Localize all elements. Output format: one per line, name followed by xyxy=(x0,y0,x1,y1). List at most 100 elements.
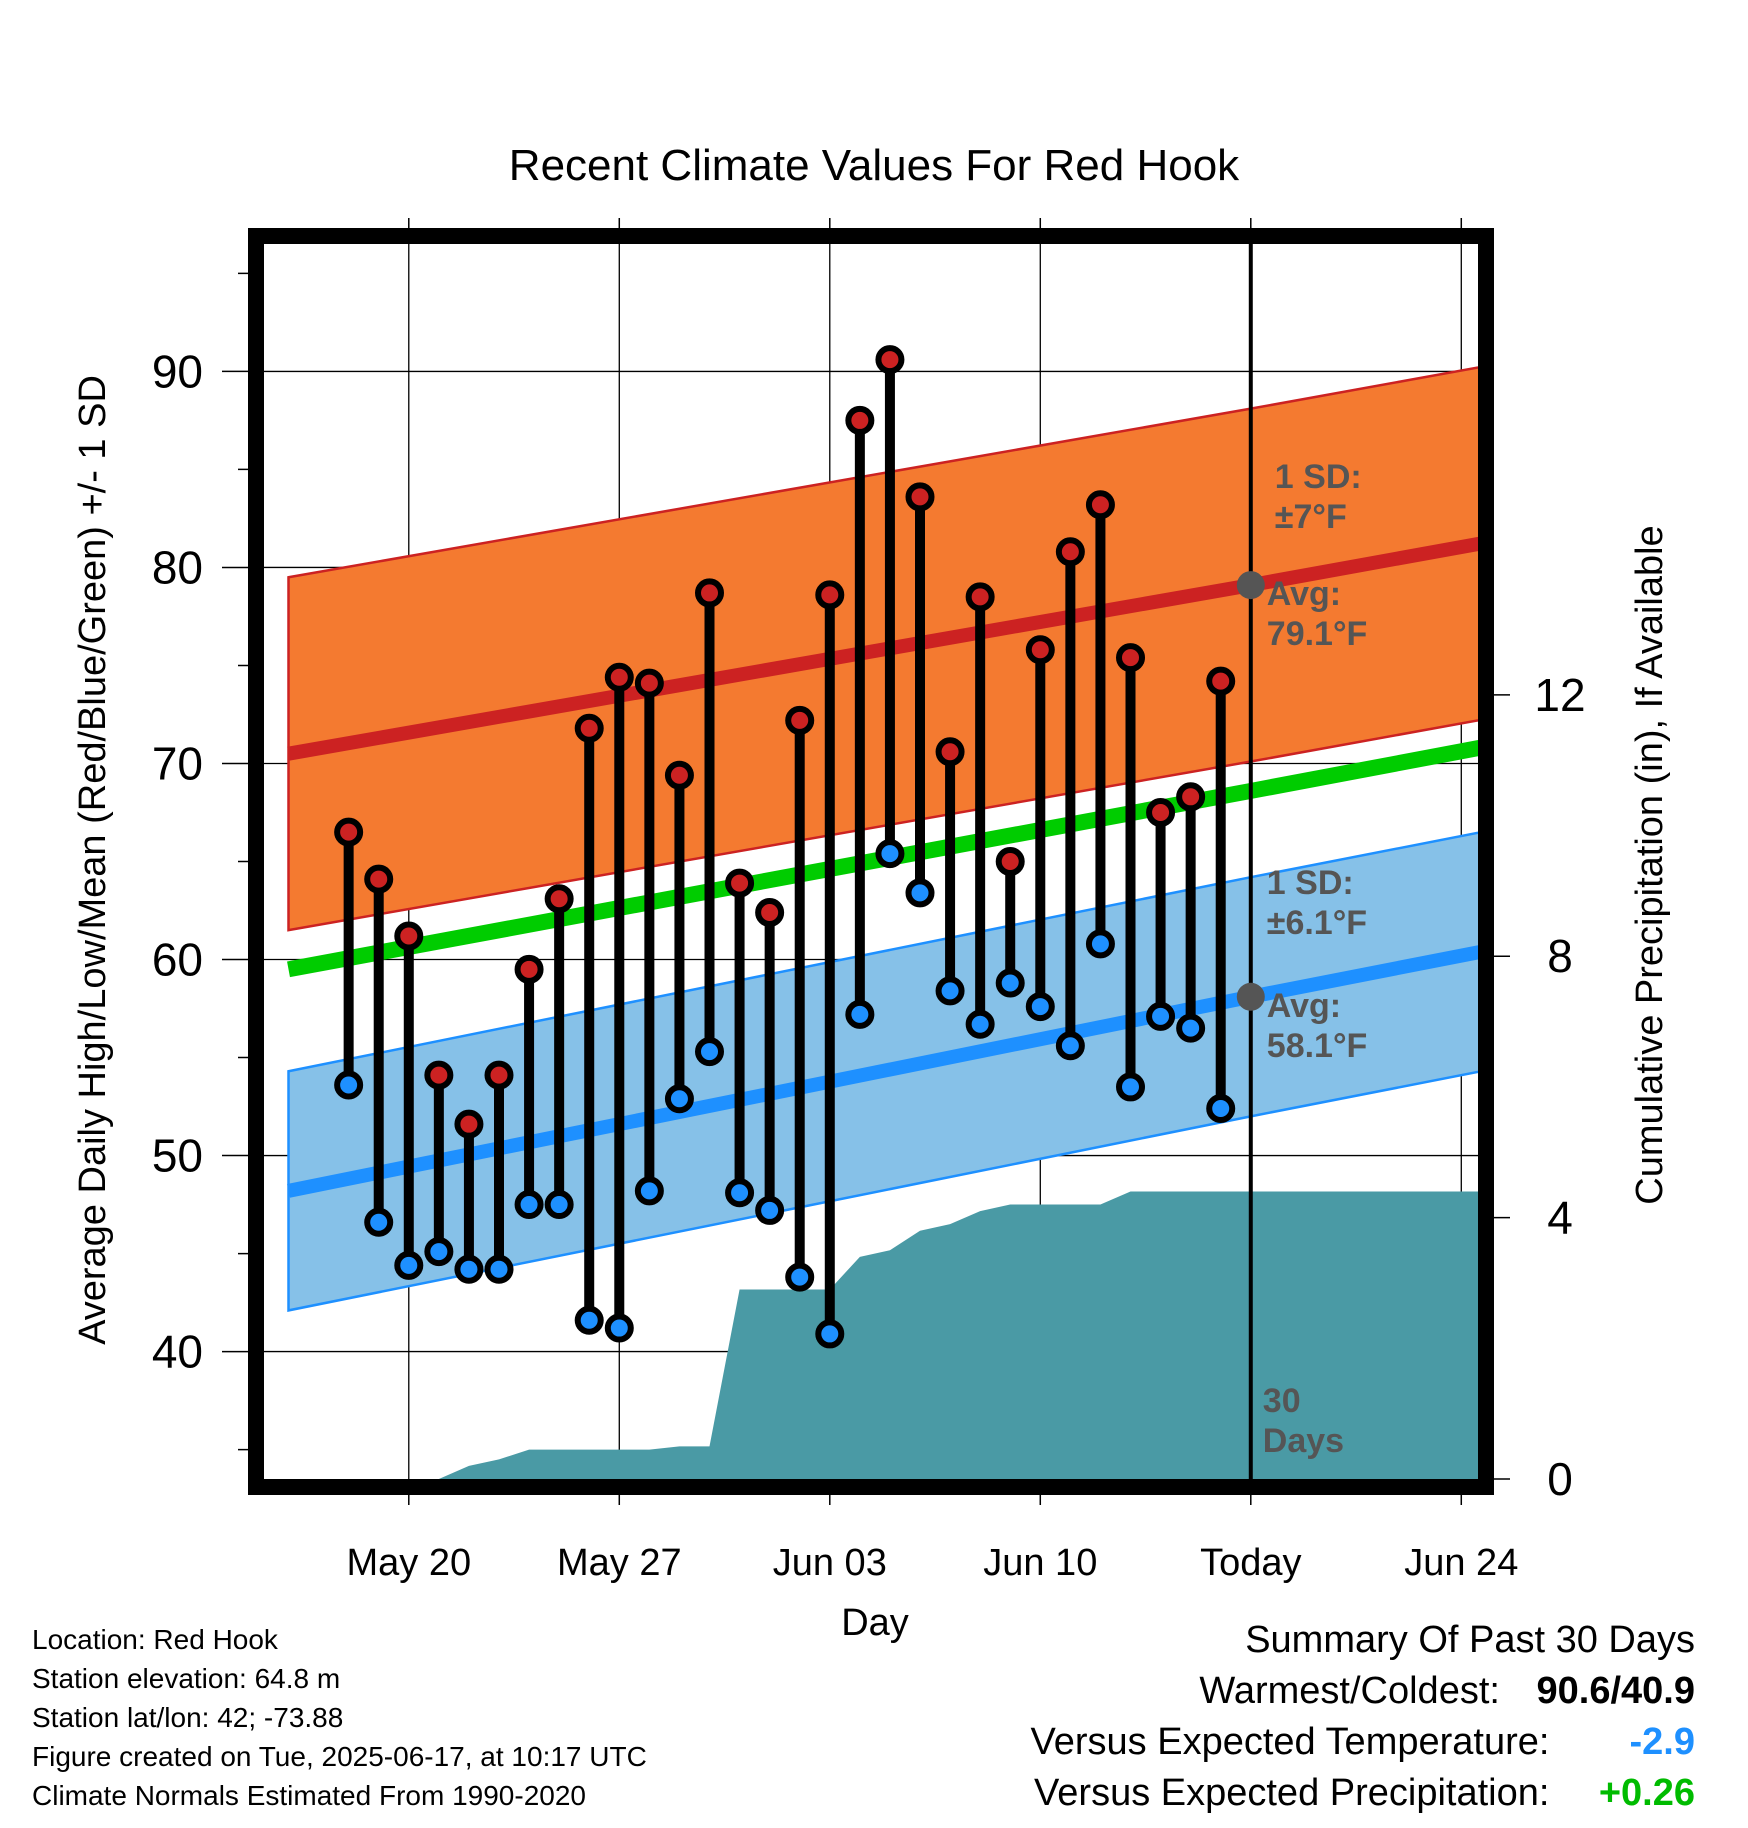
daily-high-point xyxy=(935,737,965,767)
y-tick-label-left: 90 xyxy=(152,345,203,397)
low-sd-annotation: 1 SD: ±6.1°F xyxy=(1267,864,1367,942)
low-avg-annotation: Avg: 58.1°F xyxy=(1267,987,1368,1065)
x-tick-label: Jun 24 xyxy=(1404,1542,1518,1584)
axes: May 20 May 27 Jun 03 Jun 10 Today Jun 2440506… xyxy=(152,218,1586,1584)
low-avg-annotation-line: Avg: xyxy=(1267,987,1341,1025)
y-tick-label-left: 80 xyxy=(152,541,203,593)
y-tick-label-left: 40 xyxy=(152,1326,203,1378)
y-tick-label-left: 50 xyxy=(152,1130,203,1182)
expected-temperature-row: Versus Expected Temperature: -2.9 xyxy=(1031,1717,1695,1768)
x-tick-label: May 20 xyxy=(346,1542,471,1584)
daily-low-point xyxy=(815,1319,845,1349)
daily-low-point xyxy=(1025,992,1055,1022)
daily-high-point xyxy=(364,864,394,894)
high-avg-annotation-line: 79.1°F xyxy=(1267,615,1368,653)
y-tick-label-right: 4 xyxy=(1547,1192,1573,1244)
daily-low-point xyxy=(845,999,875,1029)
y-tick-label-right: 8 xyxy=(1547,930,1573,982)
high-avg-annotation: Avg: 79.1°F xyxy=(1267,575,1368,653)
daily-low-point xyxy=(424,1237,454,1267)
low-avg-annotation-line: 58.1°F xyxy=(1267,1027,1368,1065)
x-tick-label: Jun 03 xyxy=(773,1542,887,1584)
daily-high-point xyxy=(725,868,755,898)
daily-low-point xyxy=(1116,1072,1145,1102)
y-axis-label-right: Cumulative Precipitation (in), If Availa… xyxy=(1629,525,1671,1204)
expected-precipitation-value: +0.26 xyxy=(1598,1772,1695,1814)
daily-low-point xyxy=(544,1190,574,1220)
daily-low-point xyxy=(514,1190,544,1220)
elevation-text: Station elevation: 64.8 m xyxy=(32,1663,341,1694)
daily-high-point xyxy=(634,668,664,698)
daily-high-point xyxy=(424,1060,454,1090)
y-axis-label-left: Average Daily High/Low/Mean (Red/Blue/Gr… xyxy=(72,375,114,1345)
low-sd-annotation-line: 1 SD: xyxy=(1267,864,1354,902)
avg-low-marker xyxy=(1236,982,1265,1011)
daily-low-point xyxy=(454,1254,484,1284)
normals-text: Climate Normals Estimated From 1990-2020 xyxy=(32,1780,586,1811)
daily-high-point xyxy=(1025,635,1055,665)
daily-high-point xyxy=(1116,643,1145,673)
y-tick-label-right: 0 xyxy=(1547,1453,1573,1505)
daily-low-point xyxy=(905,878,935,908)
chart-title: Recent Climate Values For Red Hook xyxy=(509,141,1240,190)
daily-low-point xyxy=(785,1262,815,1292)
daily-low-point xyxy=(484,1254,514,1284)
daily-low-point xyxy=(995,968,1025,998)
today-days-label: 30 Days xyxy=(1263,1382,1344,1460)
high-sd-annotation-line: ±7°F xyxy=(1275,498,1347,536)
daily-high-point xyxy=(334,817,364,847)
today-days-label-line: 30 xyxy=(1263,1382,1301,1420)
high-sd-annotation-line: 1 SD: xyxy=(1275,458,1362,496)
warmest-coldest-label: Warmest/Coldest: xyxy=(1199,1670,1500,1712)
daily-low-point xyxy=(725,1178,755,1208)
daily-low-point xyxy=(935,976,965,1006)
x-tick-label: Today xyxy=(1200,1542,1301,1584)
daily-low-point xyxy=(1085,929,1115,959)
daily-high-point xyxy=(1085,490,1115,520)
latlon-text: Station lat/lon: 42; -73.88 xyxy=(32,1702,344,1733)
daily-high-point xyxy=(484,1060,514,1090)
daily-high-point xyxy=(1176,782,1206,812)
daily-high-point xyxy=(604,662,634,692)
summary-title: Summary Of Past 30 Days xyxy=(1245,1619,1695,1661)
daily-low-point xyxy=(695,1037,724,1067)
daily-high-point xyxy=(695,578,724,608)
x-tick-label: Jun 10 xyxy=(983,1542,1097,1584)
avg-high-marker xyxy=(1236,571,1265,600)
daily-high-point xyxy=(755,897,785,927)
daily-high-point xyxy=(815,580,845,610)
daily-high-point xyxy=(905,482,935,512)
daily-high-point xyxy=(995,847,1025,876)
high-sd-annotation: 1 SD: ±7°F xyxy=(1275,458,1362,536)
daily-high-point xyxy=(1055,537,1085,567)
expected-temperature-label: Versus Expected Temperature: xyxy=(1030,1721,1550,1763)
y-tick-label-left: 70 xyxy=(152,737,203,789)
daily-high-point xyxy=(664,760,694,790)
warmest-coldest-value: 90.6/40.9 xyxy=(1536,1670,1695,1712)
created-text: Figure created on Tue, 2025-06-17, at 10… xyxy=(32,1741,647,1772)
daily-high-point xyxy=(1146,797,1176,827)
daily-low-point xyxy=(334,1070,364,1100)
expected-precipitation-row: Versus Expected Precipitation: +0.26 xyxy=(1031,1768,1695,1819)
daily-high-point xyxy=(394,921,424,951)
low-sd-annotation-line: ±6.1°F xyxy=(1267,904,1367,942)
expected-precipitation-label: Versus Expected Precipitation: xyxy=(1034,1772,1550,1814)
daily-low-point xyxy=(755,1195,785,1225)
precipitation-area xyxy=(288,1191,1478,1479)
daily-low-point xyxy=(965,1009,995,1039)
daily-high-point xyxy=(965,582,995,612)
today-days-label-line: Days xyxy=(1263,1422,1344,1460)
daily-low-point xyxy=(394,1250,424,1280)
daily-high-point xyxy=(845,405,875,435)
daily-high-point xyxy=(544,884,574,914)
summary-panel: Summary Of Past 30 Days Warmest/Coldest:… xyxy=(1031,1615,1695,1819)
high-avg-annotation-line: Avg: xyxy=(1267,575,1341,613)
daily-high-point xyxy=(785,705,815,735)
x-tick-label: May 27 xyxy=(557,1542,682,1584)
daily-high-point xyxy=(875,345,905,375)
daily-low-point xyxy=(1176,1013,1206,1043)
y-tick-label-right: 12 xyxy=(1534,669,1585,721)
daily-low-point xyxy=(1206,1094,1236,1123)
location-text: Location: Red Hook xyxy=(32,1624,278,1655)
